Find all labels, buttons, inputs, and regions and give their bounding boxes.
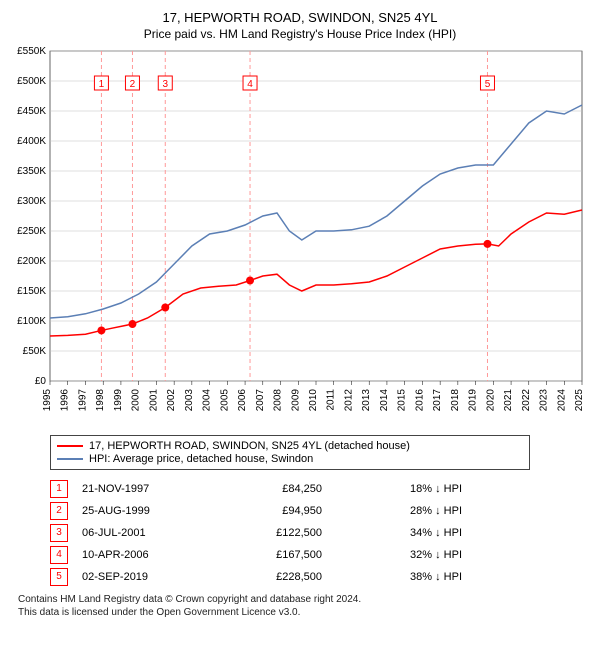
sales-row-price: £228,500	[212, 571, 362, 583]
sales-row-date: 10-APR-2006	[82, 549, 212, 561]
svg-text:5: 5	[485, 79, 491, 90]
svg-text:2020: 2020	[485, 389, 496, 412]
legend-label-hpi: HPI: Average price, detached house, Swin…	[89, 453, 313, 465]
svg-text:3: 3	[162, 79, 168, 90]
svg-text:2023: 2023	[539, 389, 550, 412]
svg-text:1997: 1997	[77, 389, 88, 412]
svg-text:2015: 2015	[397, 389, 408, 412]
svg-text:£50K: £50K	[23, 346, 47, 357]
svg-text:2019: 2019	[468, 389, 479, 412]
legend-swatch-hpi	[57, 458, 83, 460]
svg-text:2: 2	[130, 79, 136, 90]
sales-row-price: £84,250	[212, 483, 362, 495]
svg-text:2005: 2005	[219, 389, 230, 412]
svg-text:2024: 2024	[556, 389, 567, 412]
sales-row-diff: 32% ↓ HPI	[362, 549, 462, 561]
sales-row-index: 1	[50, 480, 68, 498]
svg-text:2002: 2002	[166, 389, 177, 412]
title-line-1: 17, HEPWORTH ROAD, SWINDON, SN25 4YL	[10, 10, 590, 25]
svg-text:£150K: £150K	[17, 286, 46, 297]
svg-text:£500K: £500K	[17, 76, 46, 87]
svg-text:4: 4	[247, 79, 253, 90]
sales-row-diff: 18% ↓ HPI	[362, 483, 462, 495]
svg-text:2000: 2000	[131, 389, 142, 412]
sales-row: 5 02-SEP-2019£228,50038% ↓ HPI	[50, 566, 530, 588]
svg-text:1996: 1996	[60, 389, 71, 412]
svg-text:2008: 2008	[273, 389, 284, 412]
sales-row-date: 21-NOV-1997	[82, 483, 212, 495]
svg-text:£200K: £200K	[17, 256, 46, 267]
sales-row-diff: 28% ↓ HPI	[362, 505, 462, 517]
legend-swatch-property	[57, 445, 83, 447]
svg-text:2003: 2003	[184, 389, 195, 412]
svg-text:£0: £0	[35, 376, 47, 387]
legend-label-property: 17, HEPWORTH ROAD, SWINDON, SN25 4YL (de…	[89, 440, 410, 452]
sales-row-price: £122,500	[212, 527, 362, 539]
svg-text:2017: 2017	[432, 389, 443, 412]
svg-text:2013: 2013	[361, 389, 372, 412]
svg-text:2011: 2011	[326, 389, 337, 411]
chart-titles: 17, HEPWORTH ROAD, SWINDON, SN25 4YL Pri…	[10, 10, 590, 41]
footer-line-1: Contains HM Land Registry data © Crown c…	[18, 594, 590, 607]
sales-row-index: 4	[50, 546, 68, 564]
svg-text:£400K: £400K	[17, 136, 46, 147]
svg-text:£550K: £550K	[17, 47, 46, 57]
sales-row-diff: 34% ↓ HPI	[362, 527, 462, 539]
page-container: 17, HEPWORTH ROAD, SWINDON, SN25 4YL Pri…	[0, 0, 600, 623]
svg-text:2016: 2016	[414, 389, 425, 412]
svg-text:2006: 2006	[237, 389, 248, 412]
sales-row: 2 25-AUG-1999£94,95028% ↓ HPI	[50, 500, 530, 522]
chart-legend: 17, HEPWORTH ROAD, SWINDON, SN25 4YL (de…	[50, 435, 530, 470]
svg-text:1995: 1995	[42, 389, 53, 412]
svg-text:£450K: £450K	[17, 106, 46, 117]
sales-row-index: 3	[50, 524, 68, 542]
sales-table: 1 21-NOV-1997£84,25018% ↓ HPI 2 25-AUG-1999…	[50, 478, 530, 588]
svg-text:1999: 1999	[113, 389, 124, 412]
price-chart: £0 £50K £100K £150K £200K £250K £300K £350K £400…	[10, 47, 590, 427]
footer-line-2: This data is licensed under the Open Gov…	[18, 607, 590, 620]
svg-text:£350K: £350K	[17, 166, 46, 177]
svg-text:2012: 2012	[343, 389, 354, 412]
svg-text:2021: 2021	[503, 389, 514, 412]
svg-text:1998: 1998	[95, 389, 106, 412]
sales-row: 1 21-NOV-1997£84,25018% ↓ HPI	[50, 478, 530, 500]
title-line-2: Price paid vs. HM Land Registry's House …	[10, 27, 590, 41]
svg-text:£300K: £300K	[17, 196, 46, 207]
svg-text:£250K: £250K	[17, 226, 46, 237]
svg-text:2022: 2022	[521, 389, 532, 412]
legend-item-property: 17, HEPWORTH ROAD, SWINDON, SN25 4YL (de…	[57, 440, 523, 452]
sales-row: 4 10-APR-2006£167,50032% ↓ HPI	[50, 544, 530, 566]
svg-text:1: 1	[99, 79, 105, 90]
chart-svg: £0 £50K £100K £150K £200K £250K £300K £350K £400…	[10, 47, 590, 427]
sales-row-diff: 38% ↓ HPI	[362, 571, 462, 583]
svg-text:2025: 2025	[574, 389, 585, 412]
sales-row-price: £167,500	[212, 549, 362, 561]
svg-text:£100K: £100K	[17, 316, 46, 327]
sales-row-date: 06-JUL-2001	[82, 527, 212, 539]
svg-text:2009: 2009	[290, 389, 301, 412]
svg-text:2010: 2010	[308, 389, 319, 412]
svg-text:2014: 2014	[379, 389, 390, 412]
svg-text:2004: 2004	[202, 389, 213, 412]
svg-text:2007: 2007	[255, 389, 266, 412]
sales-row: 3 06-JUL-2001£122,50034% ↓ HPI	[50, 522, 530, 544]
sales-row-date: 25-AUG-1999	[82, 505, 212, 517]
svg-text:2001: 2001	[148, 389, 159, 412]
sales-row-index: 2	[50, 502, 68, 520]
sales-row-index: 5	[50, 568, 68, 586]
sales-row-price: £94,950	[212, 505, 362, 517]
legend-item-hpi: HPI: Average price, detached house, Swin…	[57, 453, 523, 465]
svg-text:2018: 2018	[450, 389, 461, 412]
attribution-footer: Contains HM Land Registry data © Crown c…	[18, 594, 590, 619]
sales-row-date: 02-SEP-2019	[82, 571, 212, 583]
